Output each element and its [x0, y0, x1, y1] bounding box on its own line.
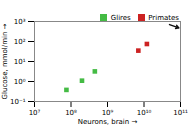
svg-text:10⁰: 10⁰	[14, 78, 26, 86]
svg-text:Glucose, mmol/min →: Glucose, mmol/min →	[1, 23, 9, 99]
svg-text:10¹¹: 10¹¹	[173, 109, 188, 117]
svg-text:10⁹: 10⁹	[102, 109, 114, 117]
html-text:Primates: Primates	[148, 13, 179, 22]
svg-text:10³: 10³	[14, 18, 26, 26]
svg-text:10¹⁰: 10¹⁰	[137, 109, 152, 117]
svg-text:10⁷: 10⁷	[29, 109, 41, 117]
svg-text:10⁻¹: 10⁻¹	[10, 98, 26, 106]
svg-text:10¹: 10¹	[14, 58, 26, 66]
svg-text:10²: 10²	[14, 38, 26, 46]
svg-text:10⁸: 10⁸	[65, 109, 77, 117]
svg-text:Neurons, brain →: Neurons, brain →	[78, 118, 138, 126]
html-text:Glires: Glires	[110, 13, 131, 22]
